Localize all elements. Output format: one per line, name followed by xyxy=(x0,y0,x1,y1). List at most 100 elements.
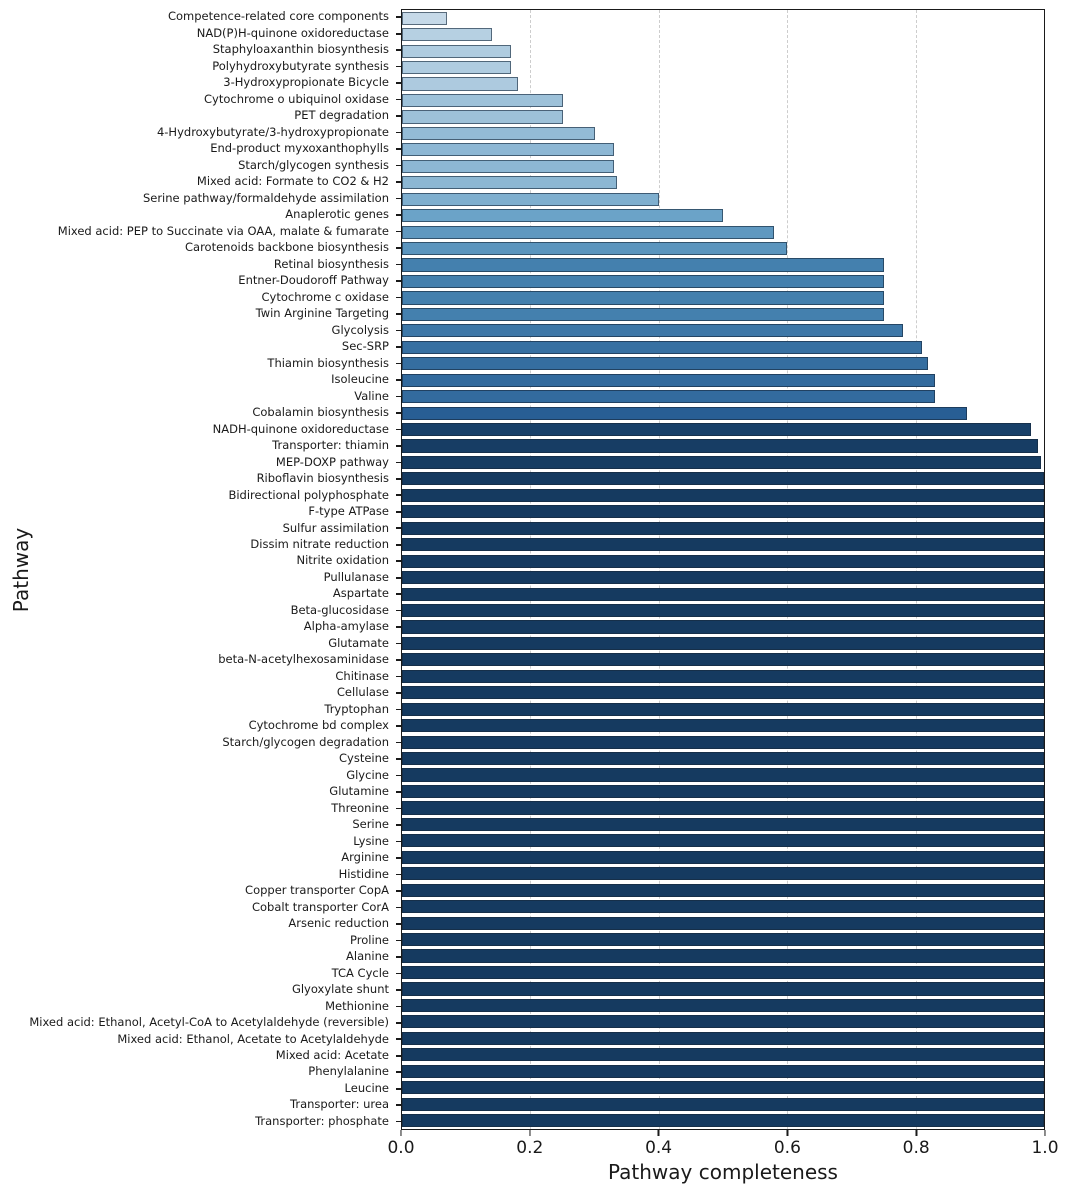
y-tick-row: Mixed acid: Ethanol, Acetate to Acetylal… xyxy=(0,1031,401,1047)
bar-row xyxy=(402,717,1044,733)
y-tick-label: Starch/glycogen synthesis xyxy=(238,157,389,172)
y-tick-label: Proline xyxy=(350,932,389,947)
y-tick-label: Arsenic reduction xyxy=(288,916,389,931)
x-tick-label: 0.8 xyxy=(902,1138,930,1158)
y-tick-mark xyxy=(396,247,401,249)
bar-row xyxy=(402,948,1044,964)
y-tick-mark xyxy=(396,840,401,843)
bar-row xyxy=(402,26,1044,42)
x-tick: 0.4 xyxy=(645,1130,672,1158)
y-tick-row: Histidine xyxy=(0,866,401,882)
bar-row xyxy=(402,734,1044,750)
y-tick-mark xyxy=(396,1005,401,1008)
y-tick-label: Bidirectional polyphosphate xyxy=(228,487,389,502)
y-tick-label: Copper transporter CopA xyxy=(245,883,389,898)
x-tick-label: 0.4 xyxy=(645,1138,673,1158)
bar xyxy=(402,949,1044,963)
y-tick-row: Retinal biosynthesis xyxy=(0,256,401,272)
bar-row xyxy=(402,372,1044,388)
bar xyxy=(402,784,1044,799)
bar-row xyxy=(402,306,1044,322)
bar xyxy=(402,488,1044,502)
y-tick-label: Anaplerotic genes xyxy=(285,207,389,222)
y-tick-mark xyxy=(396,461,401,464)
bar xyxy=(402,1015,1044,1029)
y-tick-label: Histidine xyxy=(338,866,389,881)
y-tick-row: Starch/glycogen synthesis xyxy=(0,157,401,173)
y-tick-mark xyxy=(396,626,401,628)
y-tick-label: Polyhydroxybutyrate synthesis xyxy=(212,58,389,73)
y-tick-row: MEP-DOXP pathway xyxy=(0,454,401,470)
bar-row xyxy=(402,224,1044,240)
bar-row xyxy=(402,619,1044,635)
bar xyxy=(402,291,884,305)
bar xyxy=(402,933,1044,947)
gridlines xyxy=(402,10,1044,1129)
y-tick-row: 3-Hydroxypropionate Bicycle xyxy=(0,75,401,91)
x-tick-mark xyxy=(528,1130,531,1136)
y-tick-label: Carotenoids backbone biosynthesis xyxy=(185,240,389,255)
bar-row xyxy=(402,92,1044,108)
y-tick-mark xyxy=(396,379,401,381)
bar xyxy=(402,324,903,338)
bar xyxy=(402,225,775,239)
x-tick: 0.6 xyxy=(774,1130,801,1158)
y-tick-row: Arginine xyxy=(0,850,401,866)
x-tick: 0.8 xyxy=(903,1130,930,1158)
y-tick-row: Glyoxylate shunt xyxy=(0,982,401,998)
y-tick-row: Glutamine xyxy=(0,784,401,800)
y-tick-mark xyxy=(396,824,401,826)
bar xyxy=(402,801,1044,815)
y-tick-label: 4-Hydroxybutyrate/3-hydroxypropionate xyxy=(156,124,389,139)
y-tick-row: Lysine xyxy=(0,833,401,849)
bar-row xyxy=(402,1030,1044,1046)
y-tick-label: Transporter: phosphate xyxy=(255,1113,389,1128)
y-tick-mark xyxy=(396,1120,401,1123)
bar xyxy=(402,126,595,140)
bar xyxy=(402,61,512,75)
y-tick-mark xyxy=(396,543,401,546)
y-tick-mark xyxy=(396,346,401,348)
y-tick-mark xyxy=(396,890,401,892)
y-tick-label: Cobalt transporter CorA xyxy=(251,899,389,914)
bar xyxy=(402,241,788,256)
bar xyxy=(402,274,884,289)
y-tick-mark xyxy=(396,560,401,563)
bar-row xyxy=(402,323,1044,339)
y-tick-mark xyxy=(396,725,401,727)
y-tick-label: Transporter: urea xyxy=(290,1097,389,1112)
y-tick-row: Alpha-amylase xyxy=(0,619,401,635)
y-tick-row: Cobalamin biosynthesis xyxy=(0,405,401,421)
y-tick-label: Cysteine xyxy=(339,751,389,766)
bar xyxy=(402,472,1044,486)
bar xyxy=(402,44,512,58)
x-tick-mark xyxy=(657,1130,660,1136)
bar xyxy=(402,735,1044,749)
bar xyxy=(402,357,929,371)
y-tick-label: Retinal biosynthesis xyxy=(273,256,389,271)
y-tick-row: Alanine xyxy=(0,949,401,965)
bar xyxy=(402,669,1044,683)
y-tick-label: Starch/glycogen degradation xyxy=(222,734,389,749)
bar xyxy=(402,620,1044,634)
bar-row xyxy=(402,471,1044,487)
y-tick-label: Sec-SRP xyxy=(341,339,389,354)
bar-row xyxy=(402,849,1044,865)
bar-row xyxy=(402,800,1044,816)
y-tick-mark xyxy=(396,741,401,744)
y-tick-row: Arsenic reduction xyxy=(0,916,401,932)
y-tick-row: Entner-Doudoroff Pathway xyxy=(0,273,401,289)
bar xyxy=(402,192,659,206)
y-tick-row: Twin Arginine Targeting xyxy=(0,306,401,322)
bar xyxy=(402,686,1044,700)
bar-row xyxy=(402,750,1044,766)
bar xyxy=(402,77,518,91)
y-tick-row: Cytochrome bd complex xyxy=(0,718,401,734)
bar-row xyxy=(402,652,1044,668)
y-tick-mark xyxy=(396,82,401,84)
y-tick-label: Cobalamin biosynthesis xyxy=(252,405,389,420)
y-tick-mark xyxy=(396,956,401,958)
y-tick-label: Sulfur assimilation xyxy=(282,520,389,535)
bar xyxy=(402,1048,1044,1062)
y-tick-label: Serine xyxy=(352,817,389,832)
